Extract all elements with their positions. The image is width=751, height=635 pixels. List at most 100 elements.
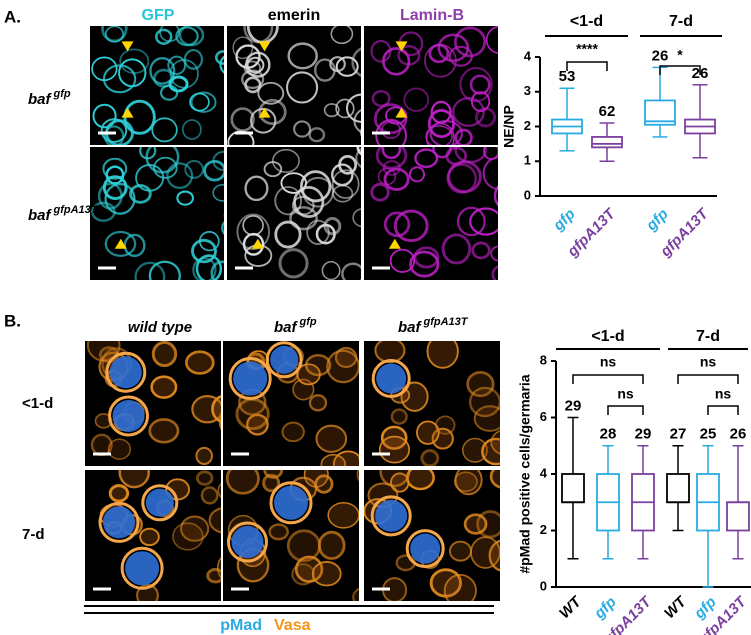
- cell: [153, 156, 178, 179]
- micrograph: [90, 147, 224, 280]
- cell: [370, 39, 392, 63]
- cell: [287, 42, 318, 70]
- panel-label: B.: [4, 311, 21, 330]
- cell: [321, 260, 341, 280]
- cell: [219, 55, 224, 74]
- x-tick-label: WT: [661, 592, 691, 622]
- arrowhead: [395, 41, 408, 52]
- box-chart: 01234NE/NP53gfp62gfpA13T26gfp26gfpA13T<1…: [501, 13, 722, 261]
- cell: [250, 107, 277, 134]
- cell: [206, 567, 221, 584]
- cell: [184, 160, 204, 179]
- box: [561, 473, 585, 504]
- cell: [211, 395, 221, 423]
- y-tick-label: 1: [524, 153, 531, 168]
- nucleus: [376, 363, 407, 394]
- cell: [289, 206, 318, 231]
- cell: [166, 162, 194, 190]
- cell: [244, 76, 262, 94]
- cell: [397, 45, 421, 66]
- cell: [314, 474, 334, 494]
- cell: [502, 201, 516, 216]
- cell: [416, 420, 440, 445]
- cell: [104, 182, 136, 215]
- cell: [102, 157, 128, 180]
- cell: [330, 26, 354, 45]
- cell: [190, 91, 217, 113]
- cell: [189, 92, 210, 112]
- cell: [281, 421, 305, 443]
- cell: [463, 513, 488, 535]
- nucleus: [145, 488, 174, 517]
- micrograph: [223, 470, 359, 601]
- cell: [103, 125, 125, 145]
- cell: [356, 147, 361, 156]
- cell: [488, 539, 500, 572]
- row-label: baf gfpA13T: [28, 204, 99, 224]
- cell: [181, 119, 202, 140]
- cell: [403, 87, 430, 112]
- nucleus-rim: [98, 501, 140, 543]
- cell: [390, 408, 408, 425]
- cell: [246, 56, 265, 74]
- cell: [105, 26, 124, 43]
- cell: [175, 26, 199, 47]
- cell: [102, 175, 128, 200]
- cell: [242, 232, 265, 256]
- cell: [459, 66, 493, 103]
- cell: [429, 120, 463, 145]
- cell: [371, 89, 391, 107]
- cell: [263, 470, 284, 479]
- cell: [311, 561, 342, 587]
- cell: [375, 119, 407, 145]
- cell: [490, 245, 498, 262]
- cell: [129, 184, 152, 204]
- n-label: 29: [635, 426, 652, 443]
- panel-label: A.: [4, 7, 21, 26]
- cell: [426, 341, 459, 369]
- column-label: baf gfpA13T: [398, 316, 469, 336]
- nucleus-rim: [141, 484, 179, 522]
- significance-label: ns: [700, 354, 717, 370]
- significance-bracket: [707, 405, 739, 415]
- cell: [468, 386, 500, 418]
- cell: [245, 51, 271, 78]
- cell: [408, 166, 426, 183]
- cell: [102, 64, 137, 94]
- cell: [448, 540, 472, 562]
- box: [726, 501, 750, 532]
- nucleus: [103, 506, 135, 539]
- significance-label: ****: [576, 41, 598, 57]
- cell: [420, 449, 440, 466]
- cell: [278, 248, 309, 279]
- genotype-sup: gfpA13T: [423, 316, 469, 328]
- cell: [299, 170, 332, 203]
- cell: [104, 230, 137, 257]
- genotype: baf: [274, 319, 299, 336]
- micrographs: [85, 26, 516, 601]
- n-label: 62: [599, 103, 616, 120]
- nucleus-rim: [269, 481, 313, 525]
- cell: [139, 147, 157, 160]
- cell: [379, 470, 411, 488]
- micrograph: [223, 341, 359, 466]
- cell: [351, 47, 361, 77]
- cell: [302, 176, 334, 208]
- cell: [271, 148, 300, 173]
- genotype: baf: [398, 319, 423, 336]
- arrowhead: [388, 238, 401, 249]
- cell: [291, 563, 315, 586]
- micrograph-content: [85, 341, 221, 466]
- cell: [462, 437, 488, 463]
- cell: [326, 349, 359, 384]
- cell: [215, 50, 224, 65]
- cell: [258, 98, 287, 126]
- cell: [227, 130, 255, 145]
- cell: [489, 470, 500, 489]
- cell: [134, 261, 166, 280]
- nucleus-rim: [370, 495, 412, 537]
- micrograph-content: [85, 470, 221, 601]
- row-label: <1-d: [22, 395, 53, 412]
- genotype: baf: [28, 207, 53, 224]
